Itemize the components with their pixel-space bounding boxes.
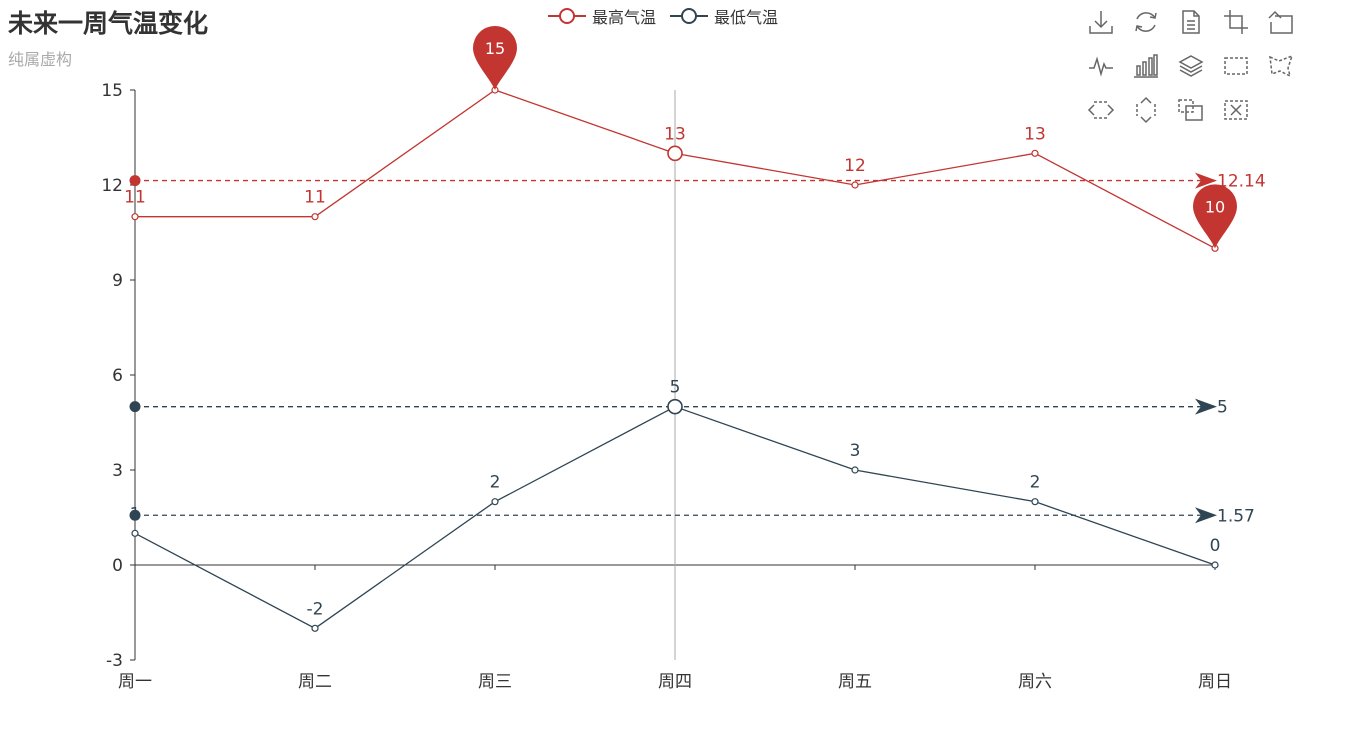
x-tick-label: 周二 [298, 672, 332, 692]
rect-select-icon [1224, 57, 1248, 75]
data-label: -2 [307, 599, 324, 619]
data-point [667, 398, 683, 415]
mark-line-start-dot [129, 509, 141, 521]
data-zoom-back-button[interactable] [1265, 6, 1297, 38]
legend-item-low[interactable]: 最低气温 [670, 4, 778, 28]
mark-line-arrow [1195, 507, 1217, 524]
data-label: 13 [664, 124, 686, 144]
legend-low-label: 最低气温 [714, 8, 779, 27]
download-icon [1089, 11, 1113, 34]
data-label: 2 [490, 473, 501, 493]
restore-button[interactable] [1130, 6, 1162, 38]
data-point [311, 624, 319, 632]
mark-line-start-dot [129, 175, 141, 187]
data-point [131, 529, 139, 537]
brush-keep-button[interactable] [1175, 94, 1207, 126]
y-tick-label: 6 [112, 366, 123, 386]
legend-high-line-icon [548, 8, 586, 24]
y-tick-label: 0 [112, 556, 123, 576]
data-view-button[interactable] [1175, 6, 1207, 38]
data-label: 3 [850, 441, 861, 461]
chart-subtitle: 纯属虚构 [8, 50, 73, 69]
save-as-image-button[interactable] [1085, 6, 1117, 38]
polygon-select-icon [1269, 54, 1294, 78]
data-point [491, 498, 499, 506]
x-tick-label: 周四 [658, 672, 692, 692]
mark-point-pin [1193, 184, 1238, 249]
data-point [851, 181, 859, 189]
x-axis-ticks: 周一 周二 周三 周四 周五 周六 周日 [118, 90, 1232, 692]
data-point [311, 213, 319, 221]
x-tick-label: 周三 [478, 672, 512, 692]
bar-chart-button[interactable] [1130, 50, 1162, 82]
x-tick-label: 周日 [1198, 672, 1232, 692]
document-icon [1182, 10, 1200, 34]
legend-low-line-icon [670, 8, 709, 24]
brush-clear-button[interactable] [1220, 94, 1252, 126]
data-label: 1 [130, 504, 141, 524]
mark-point-pin [473, 26, 517, 90]
stack-button[interactable] [1175, 50, 1207, 82]
brush-line-y-button[interactable] [1130, 94, 1162, 126]
data-label: 13 [1024, 124, 1046, 144]
y-tick-label: 3 [112, 461, 123, 481]
x-tick-label: 周一 [118, 672, 152, 692]
data-point [1031, 498, 1039, 506]
y-tick-label: 9 [112, 271, 123, 291]
legend: 最高气温 最低气温 [548, 4, 792, 28]
mark-lines: 12.14 5 1.57 [129, 172, 1266, 526]
data-label: 2 [1030, 473, 1041, 493]
mark-line-label: 1.57 [1217, 506, 1255, 526]
chart-title: 未来一周气温变化 [8, 9, 209, 38]
x-tick-label: 周六 [1018, 672, 1052, 692]
toolbox [1085, 6, 1345, 138]
y-tick-label: 12 [101, 176, 123, 196]
brush-rect-button[interactable] [1220, 50, 1252, 82]
clear-selection-icon [1224, 100, 1248, 120]
mark-line-arrow [1195, 398, 1217, 415]
y-axis-ticks: -3 0 3 6 9 12 15 [101, 81, 136, 671]
data-label: 0 [1210, 536, 1221, 556]
x-tick-label: 周五 [838, 672, 872, 692]
data-label: 12 [844, 156, 866, 176]
line-chart-button[interactable] [1085, 50, 1117, 82]
mark-point-label: 10 [1205, 197, 1225, 216]
layers-icon [1178, 55, 1204, 77]
legend-high-label: 最高气温 [592, 8, 657, 27]
data-point [1211, 561, 1219, 569]
zoom-back-icon [1268, 10, 1293, 34]
data-zoom-button[interactable] [1220, 6, 1252, 38]
vertical-select-icon [1136, 96, 1156, 124]
data-point [667, 145, 683, 162]
keep-selection-icon [1178, 99, 1203, 121]
y-tick-label: 15 [101, 81, 123, 101]
mark-line-label: 5 [1217, 398, 1228, 418]
y-tick-label: -3 [106, 651, 123, 671]
horizontal-select-icon [1087, 101, 1115, 119]
legend-item-high[interactable]: 最高气温 [548, 4, 656, 28]
bar-chart-icon [1134, 54, 1158, 78]
data-point [131, 213, 139, 221]
mark-line-start-dot [129, 401, 141, 413]
data-point [1031, 149, 1039, 157]
data-label: 5 [670, 378, 681, 398]
line-chart-icon [1089, 56, 1113, 77]
mark-line-arrow [1195, 172, 1217, 189]
data-label: 11 [304, 188, 326, 208]
brush-line-x-button[interactable] [1085, 94, 1117, 126]
mark-line-label: 12.14 [1217, 172, 1266, 192]
refresh-icon [1135, 12, 1157, 32]
mark-point-label: 15 [485, 39, 505, 58]
data-label: 11 [124, 188, 146, 208]
brush-polygon-button[interactable] [1265, 50, 1297, 82]
data-point [851, 466, 859, 474]
series: 11 11 13 12 13 1 -2 2 5 3 2 0 [124, 86, 1221, 632]
zoom-crop-icon [1224, 10, 1248, 34]
